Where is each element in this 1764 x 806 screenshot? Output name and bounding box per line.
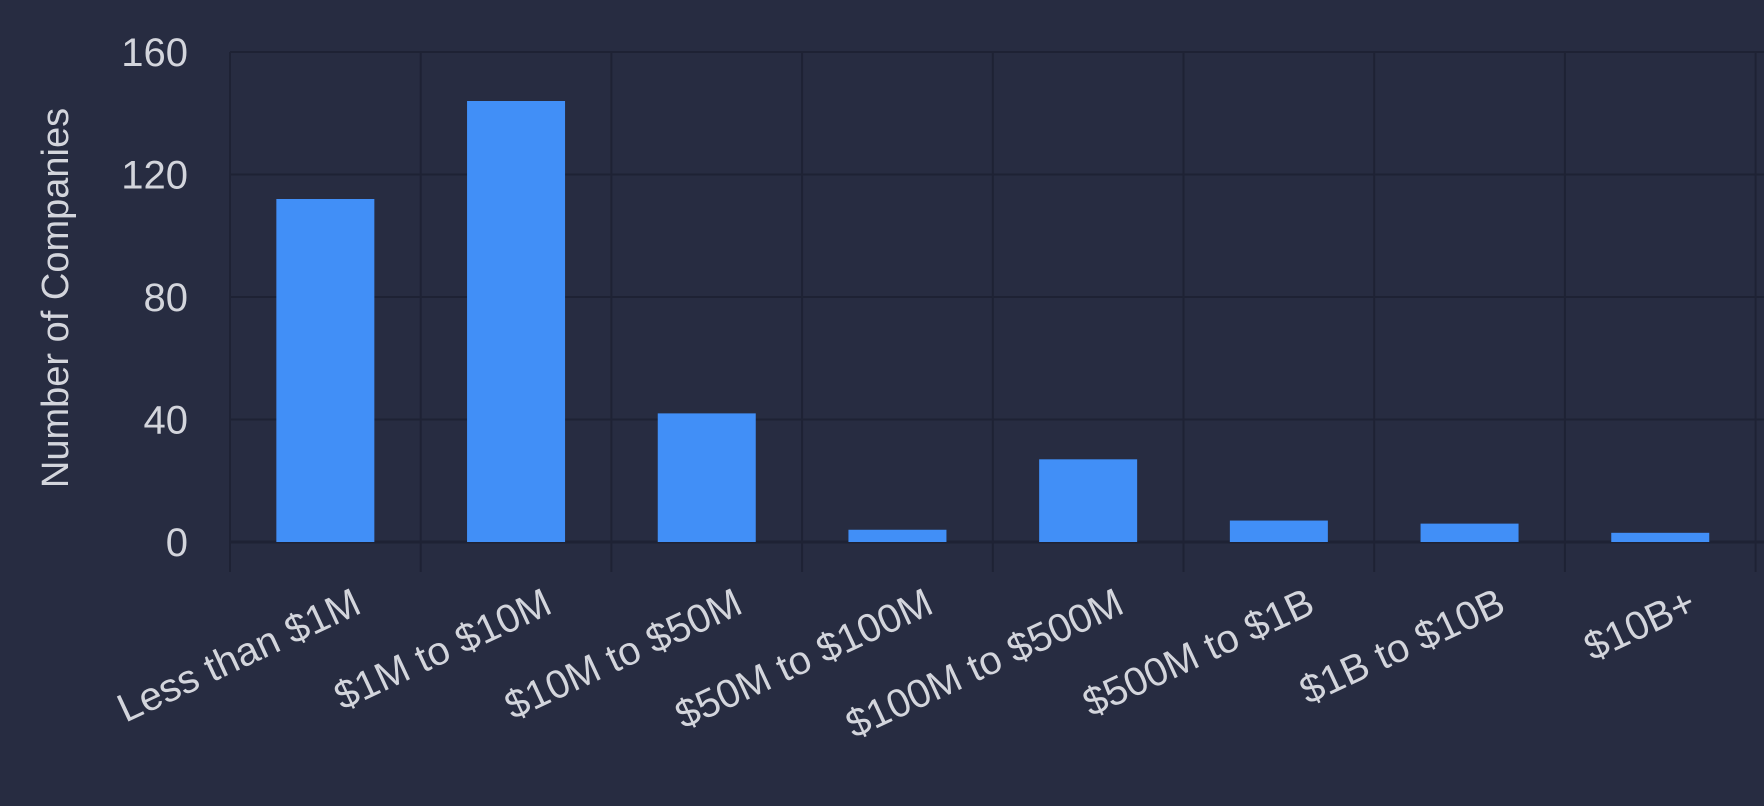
y-tick-label: 0 — [166, 521, 188, 565]
y-tick-label: 80 — [144, 276, 189, 320]
y-tick-label: 40 — [144, 399, 189, 443]
bar — [1420, 523, 1519, 542]
bar — [848, 529, 947, 542]
bar — [276, 199, 375, 542]
y-axis-ticks: 0 40 80 120 160 — [121, 31, 188, 565]
bar — [467, 101, 566, 542]
bars — [276, 101, 1710, 542]
y-tick-label: 160 — [121, 31, 188, 75]
bar — [1039, 459, 1138, 542]
bar — [1229, 520, 1328, 542]
bar — [1611, 532, 1710, 542]
bar — [657, 413, 756, 542]
y-axis-label: Number of Companies — [35, 108, 77, 488]
y-tick-label: 120 — [121, 154, 188, 198]
